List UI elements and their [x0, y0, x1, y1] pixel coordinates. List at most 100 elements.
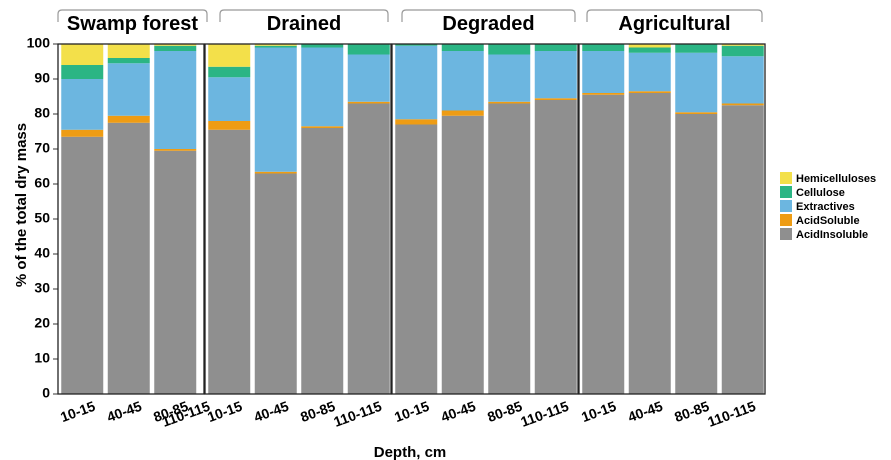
- bar-segment-acidsoluble: [395, 119, 438, 125]
- facet-title: Agricultural: [618, 13, 730, 35]
- bar-segment-cellulose: [107, 58, 150, 64]
- facet-strip: [401, 9, 576, 22]
- bar-segment-extractives: [628, 52, 671, 92]
- bar-segment-acidsoluble: [534, 98, 577, 100]
- bar-segment-cellulose: [441, 44, 484, 51]
- y-tick-label: 50: [34, 210, 50, 226]
- bar-segment-extractives: [301, 47, 344, 127]
- facet-strip: [586, 9, 763, 22]
- bar-segment-cellulose: [534, 44, 577, 51]
- bar-segment-extractives: [154, 51, 197, 149]
- x-tick-label: 10-15: [579, 398, 618, 425]
- bar-segment-cellulose: [675, 44, 718, 53]
- bar-segment-cellulose: [395, 44, 438, 46]
- legend-swatch: [780, 172, 792, 184]
- y-tick-label: 100: [27, 35, 51, 51]
- bar-segment-acidsoluble: [254, 171, 297, 174]
- bar-segment-extractives: [395, 45, 438, 120]
- x-tick-label: 40-45: [626, 398, 665, 425]
- y-tick-label: 10: [34, 350, 50, 366]
- bar-segment-hemicelluloses: [721, 44, 764, 46]
- bar-segment-acidinsoluble: [628, 93, 671, 394]
- bar-segment-extractives: [488, 54, 531, 102]
- bar-segment-cellulose: [347, 44, 390, 55]
- y-tick-label: 30: [34, 280, 50, 296]
- x-tick-label: 80-85: [672, 398, 711, 425]
- x-tick-label: 110-115: [331, 398, 384, 430]
- bar-segment-cellulose: [61, 65, 104, 79]
- y-tick-label: 70: [34, 140, 50, 156]
- bar-segment-cellulose: [154, 45, 197, 51]
- bar-segment-cellulose: [488, 44, 531, 55]
- panel-border: [391, 43, 579, 395]
- bar-segment-acidinsoluble: [254, 173, 297, 394]
- y-tick-label: 90: [34, 70, 50, 86]
- facet-title: Degraded: [442, 13, 534, 35]
- legend-label: Cellulose: [796, 187, 845, 199]
- y-tick-label: 0: [42, 385, 50, 401]
- bar-segment-cellulose: [628, 47, 671, 53]
- bar-segment-extractives: [254, 47, 297, 172]
- bar-segment-extractives: [107, 63, 150, 116]
- legend-label: AcidSoluble: [796, 215, 860, 227]
- bar-segment-acidinsoluble: [154, 150, 197, 394]
- bar-segment-extractives: [208, 77, 251, 121]
- bar-segment-acidsoluble: [675, 112, 718, 114]
- bar-segment-hemicelluloses: [61, 44, 104, 65]
- bar-segment-hemicelluloses: [107, 44, 150, 58]
- legend-label: AcidInsoluble: [796, 229, 868, 241]
- bar-segment-acidsoluble: [628, 91, 671, 93]
- legend-swatch: [780, 214, 792, 226]
- x-tick-label: 80-85: [485, 398, 524, 425]
- bar-segment-acidinsoluble: [395, 124, 438, 394]
- bar-segment-acidsoluble: [208, 121, 251, 130]
- bar-segment-acidinsoluble: [301, 128, 344, 394]
- bar-segment-extractives: [582, 51, 625, 93]
- bar-segment-acidsoluble: [154, 149, 197, 151]
- x-tick-label: 10-15: [205, 398, 244, 425]
- legend-swatch: [780, 186, 792, 198]
- bar-segment-cellulose: [208, 66, 251, 78]
- bar-segment-acidsoluble: [107, 115, 150, 123]
- bar-segment-extractives: [721, 56, 764, 104]
- legend: Hemicelluloses Cellulose Extractives AcidSo…: [780, 172, 876, 241]
- bar-segment-acidinsoluble: [208, 129, 251, 394]
- panel-border: [204, 43, 392, 395]
- facet-title: Drained: [267, 13, 341, 35]
- x-tick-label: 40-45: [252, 398, 291, 425]
- bar-segment-acidsoluble: [721, 103, 764, 106]
- bar-segment-acidinsoluble: [61, 136, 104, 394]
- legend-label: Extractives: [796, 201, 855, 213]
- bar-segment-acidsoluble: [488, 101, 531, 104]
- x-tick-label: 80-85: [298, 398, 337, 425]
- y-tick-label: 60: [34, 175, 50, 191]
- bar-segment-acidinsoluble: [721, 105, 764, 394]
- bar-segment-extractives: [347, 54, 390, 102]
- facet-title: Swamp forest: [67, 13, 198, 35]
- x-axis-title: Depth, cm: [374, 444, 447, 460]
- legend-label: Hemicelluloses: [796, 173, 876, 185]
- bar-segment-cellulose: [582, 44, 625, 51]
- y-axis-title: % of the total dry mass: [13, 123, 30, 287]
- bar-segment-acidinsoluble: [534, 100, 577, 394]
- bar-segment-acidinsoluble: [107, 122, 150, 394]
- bar-segment-acidsoluble: [301, 126, 344, 128]
- bar-segment-extractives: [441, 51, 484, 111]
- bar-segment-extractives: [61, 79, 104, 130]
- bar-segment-acidsoluble: [61, 129, 104, 137]
- x-tick-label: 40-45: [105, 398, 144, 425]
- bar-segment-hemicelluloses: [208, 44, 251, 67]
- bar-segment-acidinsoluble: [582, 94, 625, 394]
- bar-segment-hemicelluloses: [254, 44, 297, 46]
- facet-panels: Swamp forest 10-15 40-45 80-85 Drained 110-11…: [57, 9, 766, 430]
- y-tick-label: 40: [34, 245, 50, 261]
- x-tick-label: 10-15: [58, 398, 97, 425]
- bar-segment-acidsoluble: [347, 101, 390, 104]
- bar-segment-cellulose: [721, 45, 764, 57]
- x-tick-label: 110-115: [705, 398, 758, 430]
- panel-border: [578, 43, 766, 395]
- x-tick-label: 40-45: [439, 398, 478, 425]
